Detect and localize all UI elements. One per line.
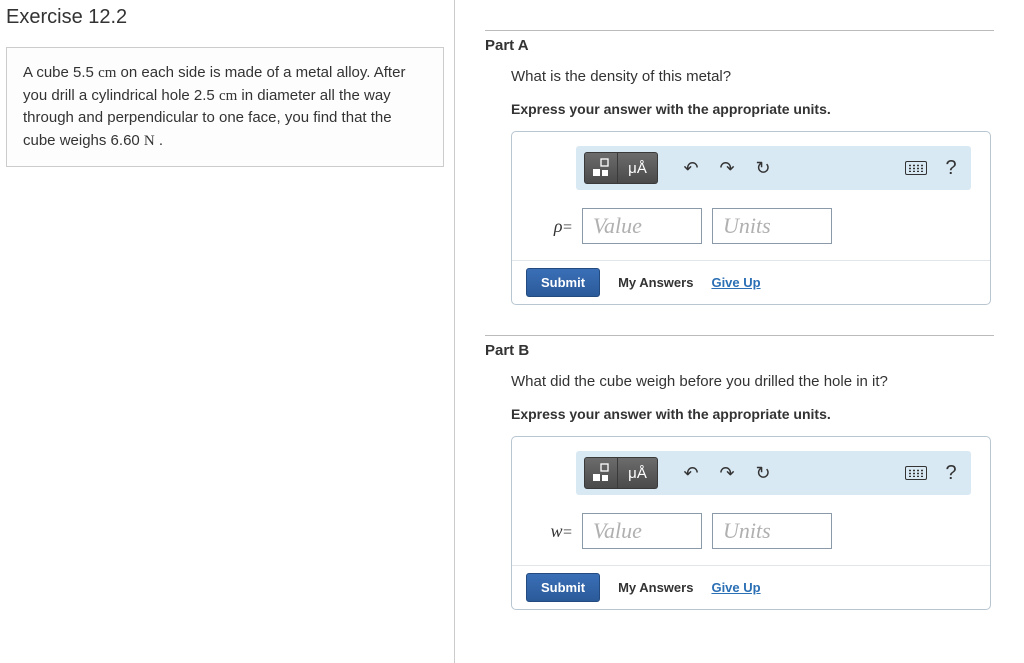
problem-panel: Exercise 12.2 A cube 5.5 cm on each side… (0, 0, 455, 663)
part-a-question: What is the density of this metal? (511, 68, 994, 85)
symbols-button[interactable]: μÅ (618, 152, 658, 184)
part-a-toolbar: μÅ ↶ ↷ ↻ ? (576, 146, 971, 190)
keyboard-icon[interactable] (901, 153, 931, 183)
undo-icon[interactable]: ↶ (676, 458, 706, 488)
part-b-actions: Submit My Answers Give Up (512, 565, 990, 609)
help-icon[interactable]: ? (939, 462, 963, 485)
reset-icon[interactable]: ↻ (748, 458, 778, 488)
exercise-title: Exercise 12.2 (6, 6, 444, 29)
give-up-link[interactable]: Give Up (711, 580, 760, 595)
part-b-instruction: Express your answer with the appropriate… (511, 406, 994, 422)
my-answers-link[interactable]: My Answers (618, 580, 693, 595)
part-a-variable: ρ (554, 216, 563, 236)
part-b-variable: w (550, 521, 562, 541)
part-b-input-row: w = Value Units (526, 513, 976, 565)
undo-icon[interactable]: ↶ (676, 153, 706, 183)
answer-panel: Part A What is the density of this metal… (455, 0, 1024, 663)
templates-button[interactable] (584, 152, 618, 184)
give-up-link[interactable]: Give Up (711, 275, 760, 290)
part-b-question: What did the cube weigh before you drill… (511, 373, 994, 390)
value-input[interactable]: Value (582, 208, 702, 244)
part-b-toolbar: μÅ ↶ ↷ ↻ ? (576, 451, 971, 495)
part-a-actions: Submit My Answers Give Up (512, 260, 990, 304)
redo-icon[interactable]: ↷ (712, 458, 742, 488)
value-input[interactable]: Value (582, 513, 702, 549)
redo-icon[interactable]: ↷ (712, 153, 742, 183)
part-a: Part A What is the density of this metal… (485, 30, 994, 305)
units-input[interactable]: Units (712, 208, 832, 244)
symbols-label: μÅ (628, 465, 647, 482)
units-input[interactable]: Units (712, 513, 832, 549)
help-icon[interactable]: ? (939, 157, 963, 180)
templates-button[interactable] (584, 457, 618, 489)
part-a-instruction: Express your answer with the appropriate… (511, 101, 994, 117)
symbols-button[interactable]: μÅ (618, 457, 658, 489)
submit-button[interactable]: Submit (526, 268, 600, 297)
symbols-label: μÅ (628, 160, 647, 177)
part-b: Part B What did the cube weigh before yo… (485, 335, 994, 610)
divider (485, 30, 994, 31)
my-answers-link[interactable]: My Answers (618, 275, 693, 290)
part-a-answer-box: μÅ ↶ ↷ ↻ ? ρ = Value Units (511, 131, 991, 305)
problem-statement: A cube 5.5 cm on each side is made of a … (6, 47, 444, 167)
part-b-title: Part B (485, 342, 994, 359)
divider (485, 335, 994, 336)
keyboard-icon[interactable] (901, 458, 931, 488)
submit-button[interactable]: Submit (526, 573, 600, 602)
part-b-answer-box: μÅ ↶ ↷ ↻ ? w = Value Units (511, 436, 991, 610)
reset-icon[interactable]: ↻ (748, 153, 778, 183)
part-a-title: Part A (485, 37, 994, 54)
part-a-input-row: ρ = Value Units (526, 208, 976, 260)
